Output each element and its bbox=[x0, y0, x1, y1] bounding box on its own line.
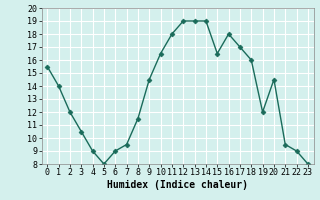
X-axis label: Humidex (Indice chaleur): Humidex (Indice chaleur) bbox=[107, 180, 248, 190]
